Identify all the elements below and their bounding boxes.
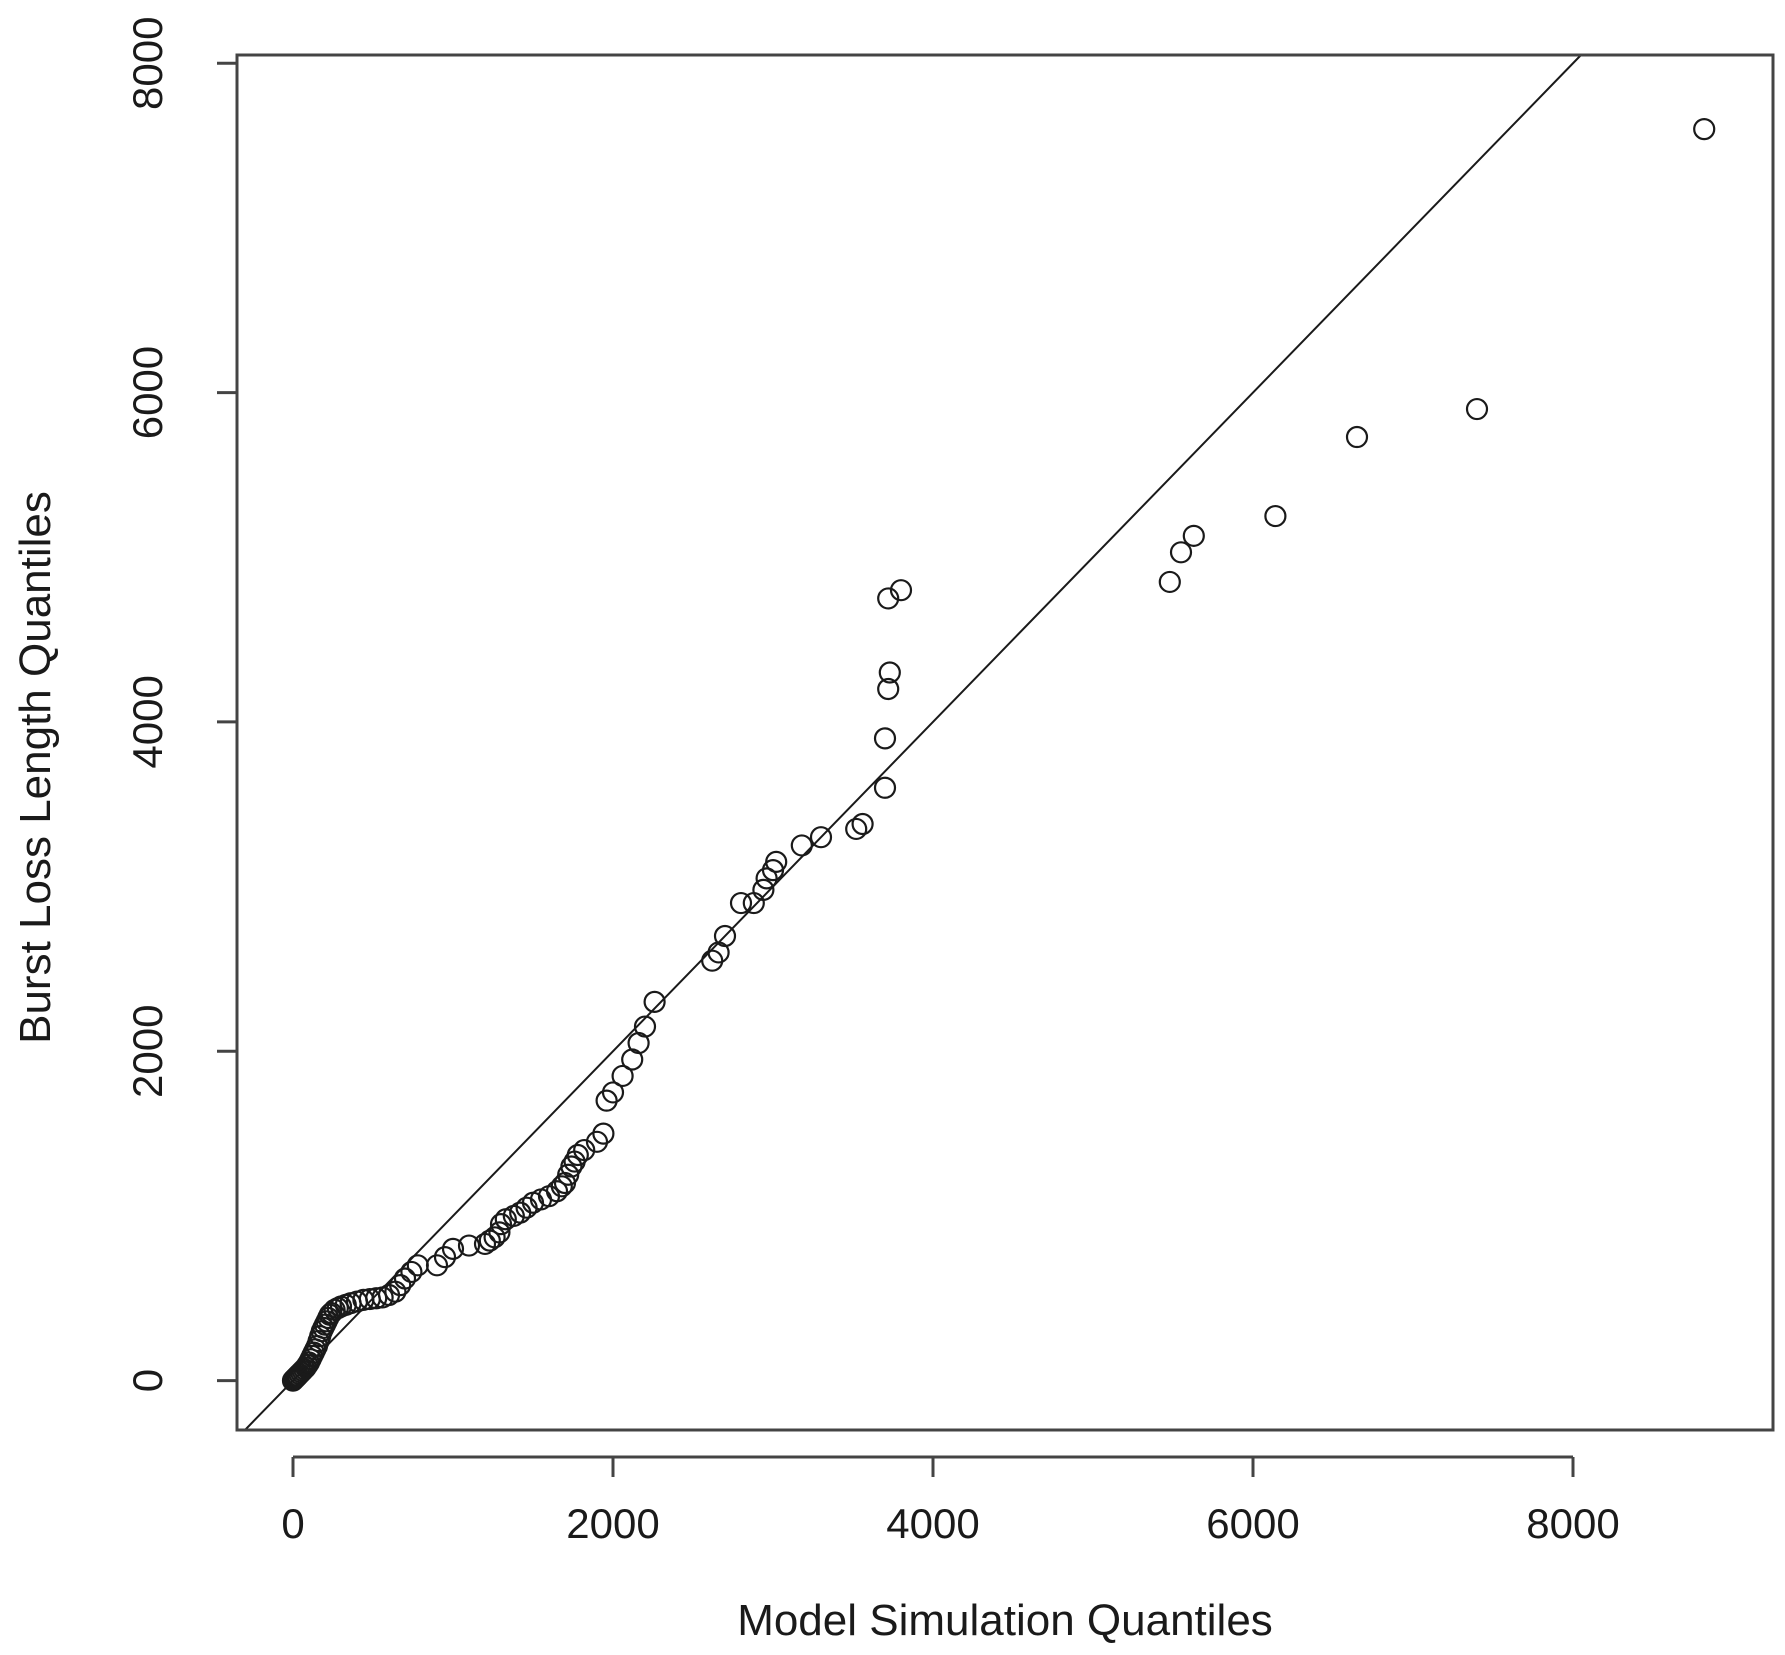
- x-axis: 0 2000 4000 6000 8000: [281, 1455, 1620, 1547]
- y-tick-label: 8000: [124, 17, 171, 110]
- data-point: [488, 1221, 511, 1244]
- x-tick-label: 0: [281, 1500, 304, 1547]
- x-tick-label: 8000: [1526, 1500, 1619, 1547]
- data-point: [592, 1122, 615, 1145]
- data-point: [1182, 524, 1205, 547]
- data-point: [643, 990, 666, 1013]
- data-point: [878, 661, 901, 684]
- data-point: [601, 1081, 625, 1104]
- data-point: [729, 891, 753, 915]
- data-point: [877, 677, 900, 701]
- data-point: [873, 776, 897, 799]
- data-points-layer: [281, 118, 1716, 1392]
- data-point: [389, 1273, 412, 1297]
- data-point: [1693, 118, 1716, 141]
- data-point: [457, 1234, 481, 1257]
- data-point: [889, 579, 913, 602]
- data-point: [1345, 425, 1369, 449]
- data-point: [433, 1245, 457, 1269]
- data-point: [633, 1015, 657, 1038]
- data-point: [809, 826, 833, 849]
- data-point: [550, 1175, 573, 1198]
- reference-line: [244, 54, 1582, 1431]
- data-point: [425, 1254, 449, 1277]
- data-point: [752, 878, 775, 901]
- data-point: [845, 817, 868, 841]
- data-point: [1158, 570, 1181, 594]
- x-tick-label: 2000: [566, 1500, 659, 1547]
- data-point: [566, 1143, 589, 1167]
- data-point: [560, 1155, 583, 1178]
- x-tick-label: 4000: [886, 1500, 979, 1547]
- data-point: [365, 1287, 388, 1310]
- y-tick-label: 0: [124, 1369, 171, 1392]
- y-axis-label: Burst Loss Length Quantiles: [11, 491, 60, 1044]
- data-point: [483, 1226, 506, 1249]
- data-point: [713, 924, 737, 948]
- x-tick-label: 6000: [1206, 1500, 1299, 1547]
- data-point: [765, 850, 788, 873]
- data-point: [877, 587, 900, 610]
- y-tick-label: 6000: [124, 346, 171, 439]
- data-point: [393, 1267, 417, 1290]
- data-point: [400, 1260, 423, 1284]
- data-point: [1264, 504, 1287, 528]
- y-axis: 0 2000 4000 6000 8000: [124, 17, 239, 1392]
- data-point: [441, 1237, 465, 1260]
- data-point: [545, 1180, 569, 1203]
- data-point: [318, 1303, 341, 1326]
- data-point: [1465, 397, 1489, 421]
- y-tick-label: 4000: [124, 675, 171, 768]
- y-tick-label: 2000: [124, 1005, 171, 1098]
- data-point: [851, 812, 874, 836]
- x-axis-label: Model Simulation Quantiles: [737, 1596, 1273, 1645]
- data-point: [489, 1213, 513, 1236]
- data-point: [1169, 541, 1193, 564]
- data-point: [573, 1138, 596, 1162]
- data-point: [611, 1064, 634, 1088]
- data-point: [873, 727, 897, 750]
